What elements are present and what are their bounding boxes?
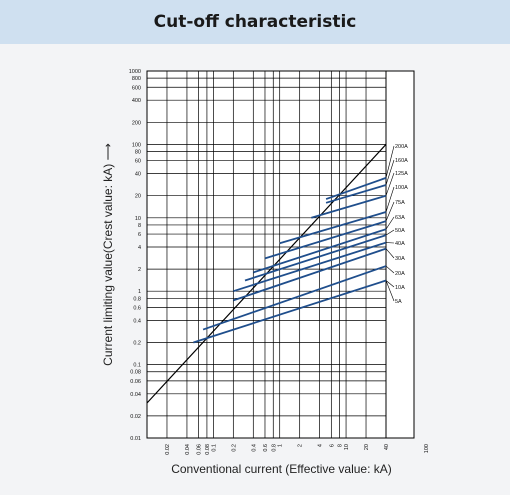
y-tick-label: 1	[138, 289, 141, 295]
series-label-200A: 200A	[395, 144, 408, 150]
y-tick-label: 6	[138, 232, 141, 238]
series-label-63A: 63A	[395, 215, 405, 221]
series-label-10A: 10A	[395, 285, 405, 291]
x-tick-label: 0.8	[271, 444, 277, 452]
label-column	[386, 71, 414, 438]
series-label-125A: 125A	[395, 171, 408, 177]
series-label-50A: 50A	[395, 228, 405, 234]
series-label-40A: 40A	[395, 241, 405, 247]
y-tick-label: 0.8	[133, 296, 141, 302]
y-tick-label: 2	[138, 267, 141, 273]
y-tick-label: 80	[135, 150, 141, 156]
x-tick-label: 0.02	[165, 444, 171, 455]
y-tick-label: 1000	[129, 69, 141, 75]
y-tick-label: 20	[135, 194, 141, 200]
series-label-160A: 160A	[395, 158, 408, 164]
y-tick-label: 10	[135, 216, 141, 222]
series-label-5A: 5A	[395, 299, 402, 305]
y-axis-label: Current limiting value(Crest value: kA) …	[101, 143, 115, 366]
title-bar: Cut-off characteristic	[0, 0, 510, 44]
y-tick-label: 100	[132, 142, 141, 148]
series-label-30A: 30A	[395, 256, 405, 262]
x-tick-label: 0.4	[251, 444, 257, 452]
y-tick-label: 0.2	[133, 341, 141, 347]
series-label-20A: 20A	[395, 271, 405, 277]
x-tick-label: 100	[424, 444, 430, 453]
x-tick-label: 20	[364, 444, 370, 450]
y-tick-label: 0.6	[133, 305, 141, 311]
y-tick-label: 8	[138, 223, 141, 229]
y-tick-label: 200	[132, 120, 141, 126]
y-tick-label: 4	[138, 245, 141, 251]
x-tick-label: 0.06	[197, 444, 203, 455]
x-tick-label: 0.6	[263, 444, 269, 452]
series-label-100A: 100A	[395, 185, 408, 191]
x-tick-label: 6	[329, 444, 335, 447]
y-tick-label: 40	[135, 172, 141, 178]
x-axis-label: Conventional current (Effective value: k…	[171, 462, 392, 476]
x-tick-label: 1	[278, 444, 284, 447]
x-tick-label: 4	[318, 444, 324, 447]
y-tick-label: 0.02	[130, 414, 141, 420]
y-tick-label: 400	[132, 98, 141, 104]
x-tick-label: 40	[384, 444, 390, 450]
x-tick-label: 0.1	[211, 444, 217, 452]
y-tick-label: 0.4	[133, 318, 141, 324]
x-tick-label: 2	[298, 444, 304, 447]
x-tick-label: 10	[344, 444, 350, 450]
y-tick-label: 0.01	[130, 436, 141, 442]
y-tick-label: 0.06	[130, 379, 141, 385]
chart-title: Cut-off characteristic	[154, 12, 357, 32]
x-tick-label: 0.2	[231, 444, 237, 452]
y-tick-label: 60	[135, 159, 141, 165]
x-tick-label: 0.08	[205, 444, 211, 455]
y-tick-label: 0.08	[130, 370, 141, 376]
y-tick-label: 0.04	[130, 392, 141, 398]
y-tick-label: 0.1	[133, 363, 141, 369]
y-tick-label: 600	[132, 85, 141, 91]
series-label-75A: 75A	[395, 200, 405, 206]
y-tick-label: 800	[132, 76, 141, 82]
x-tick-label: 8	[338, 444, 344, 447]
cutoff-chart: 10008006004002001008060402010864210.80.6…	[0, 44, 510, 495]
x-tick-label: 0.04	[185, 444, 191, 455]
